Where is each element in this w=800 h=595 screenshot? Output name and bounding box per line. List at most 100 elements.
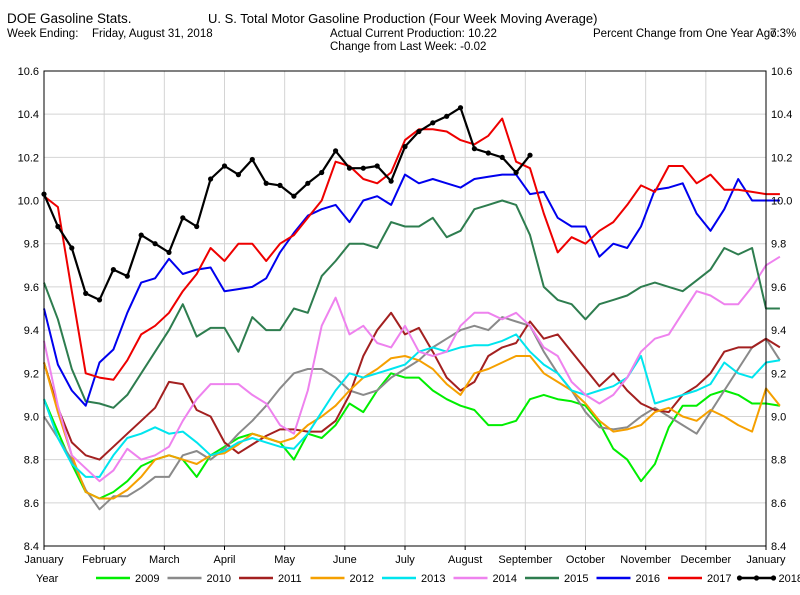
point-2018 [444,113,450,119]
x-tick-label: October [566,554,605,566]
x-tick-label: December [680,554,731,566]
x-tick-label: January [746,554,786,566]
point-2018 [208,176,214,182]
app-title: DOE Gasoline Stats. [7,11,132,26]
legend-label-2012: 2012 [350,573,374,585]
y-tick-label-right: 8.6 [771,498,786,510]
legend-label-2010: 2010 [207,573,231,585]
x-tick-label: November [620,554,671,566]
y-tick-label-right: 9.4 [771,325,786,337]
point-2018 [166,249,172,255]
legend-label-2017: 2017 [707,573,731,585]
y-tick-label-left: 8.4 [24,541,39,553]
point-2018 [319,169,325,176]
point-2018 [457,105,464,111]
series-2014 [43,255,781,483]
point-2018 [388,178,394,184]
x-tick-label: August [448,554,482,566]
y-tick-label-right: 9.2 [771,368,786,380]
x-tick-label: September [498,554,552,566]
point-2018 [374,163,380,169]
point-2018 [527,152,533,158]
point-2018 [96,297,103,303]
y-tick-label-right: 10.4 [771,109,792,121]
point-2018 [194,223,200,230]
series-2018 [41,105,533,303]
line-2013 [43,333,781,478]
y-tick-label-left: 9.2 [24,368,39,380]
series-2015 [43,199,780,409]
y-tick-label-right: 8.4 [771,541,786,553]
point-2018 [138,232,144,238]
legend-label-2009: 2009 [135,573,159,585]
week-ending-value: Friday, August 31, 2018 [92,28,213,40]
pct-change-label: Percent Change from One Year Ago: [593,28,780,40]
x-tick-label: March [149,554,180,566]
legend-label-2013: 2013 [421,573,445,585]
point-2018 [430,120,436,126]
point-2018 [69,245,75,251]
legend-label-2016: 2016 [636,573,660,585]
series-2010 [43,316,781,511]
point-2018 [346,165,353,171]
point-2018 [360,165,366,171]
x-tick-label: July [395,554,415,566]
legend-label-2018: 2018 [779,573,800,585]
y-tick-label-right: 9.0 [771,411,786,423]
change-last-week: Change from Last Week: -0.02 [330,41,487,53]
point-2018 [83,290,89,296]
legend-title: Year [36,573,59,585]
actual-production: Actual Current Production: 10.22 [330,28,497,40]
y-tick-label-right: 10.6 [771,66,792,78]
line-2010 [43,316,781,511]
line-2018 [42,106,531,301]
line-2015 [43,199,780,409]
y-tick-label-right: 10.2 [771,152,792,164]
y-tick-label-left: 9.8 [24,239,39,251]
y-tick-label-left: 10.0 [18,196,39,208]
y-tick-label-left: 10.2 [18,152,39,164]
point-2018 [277,182,283,188]
y-tick-label-left: 10.4 [18,109,39,121]
y-tick-label-right: 8.8 [771,455,786,467]
series-2013 [43,333,781,478]
legend: Year 2009 2010 2011 2012 2013 2014 2015 2016 2017… [36,573,800,585]
point-2018 [416,128,422,135]
x-tick-label: April [213,554,235,566]
point-2018 [471,146,477,152]
point-2018 [485,150,491,156]
line-2014 [43,255,781,483]
week-ending-label: Week Ending: [7,28,79,40]
x-tick-label: January [24,554,64,566]
series-layer [41,105,781,511]
y-tick-label-left: 8.8 [24,455,39,467]
line-2016 [43,173,780,407]
legend-label-2011: 2011 [278,573,302,585]
y-tick-label-left: 9.6 [24,282,39,294]
y-tick-label-left: 10.6 [18,66,39,78]
point-2018 [263,180,269,186]
y-tick-label-right: 9.8 [771,239,786,251]
point-2018 [249,156,255,163]
legend-label-2015: 2015 [564,573,588,585]
legend-marker-2018 [770,575,777,581]
point-2018 [221,163,228,169]
point-2018 [305,180,311,186]
x-tick-label: February [82,554,127,566]
point-2018 [402,144,408,150]
point-2018 [55,223,61,230]
point-2018 [291,193,297,199]
series-2009 [43,372,781,500]
line-2017 [43,117,780,381]
line-2009 [43,372,781,500]
pct-change-value: 7.3% [770,28,797,40]
legend-marker-2018 [736,575,743,581]
point-2018 [513,169,519,176]
legend-label-2014: 2014 [493,573,517,585]
series-2016 [43,173,780,407]
point-2018 [235,172,241,178]
y-tick-label-left: 9.4 [24,325,39,337]
series-2017 [43,117,780,381]
point-2018 [124,273,130,279]
